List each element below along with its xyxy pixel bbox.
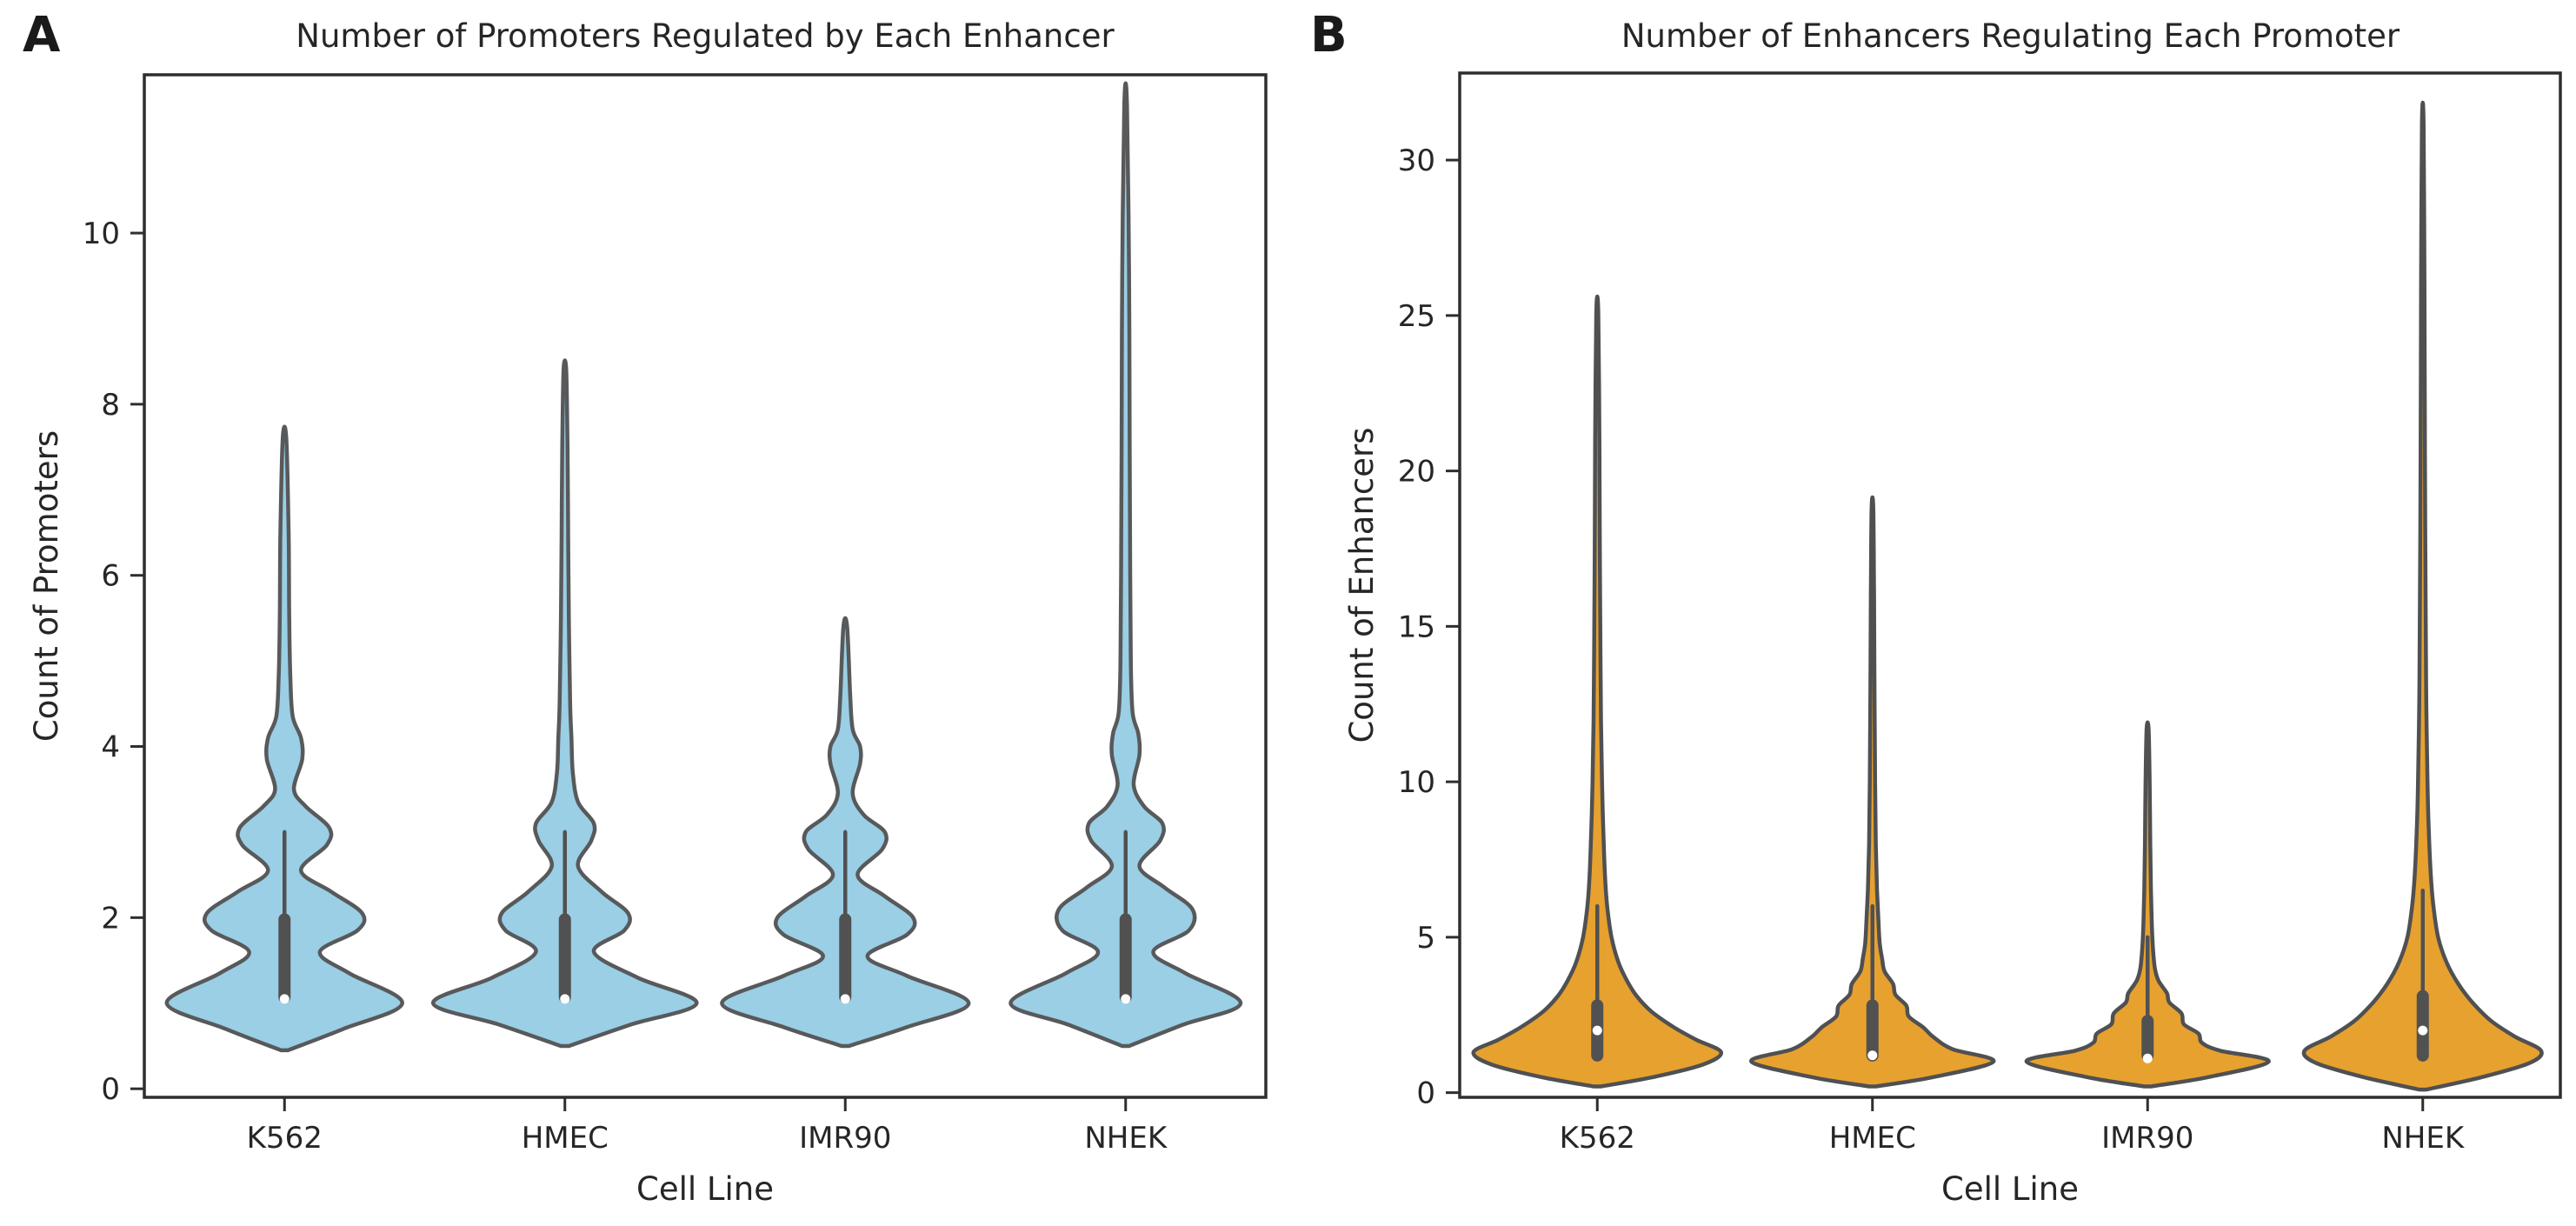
plot-frame [143,73,1268,1099]
box-imr90 [2141,1015,2154,1062]
panel-b-title: Number of Enhancers Regulating Each Prom… [1621,17,2400,55]
violin-hmec [430,358,699,1049]
box-nhek [1119,913,1132,1003]
median-dot-imr90 [2142,1053,2153,1063]
y-axis-label: Count of Promoters [28,430,65,742]
panel-a-letter: A [23,7,61,63]
violin-k562 [164,424,404,1053]
y-tick-label: 0 [1416,1076,1435,1111]
violin-imr90 [2024,720,2271,1089]
box-imr90 [839,913,852,1003]
x-tick-label: NHEK [2381,1121,2465,1156]
panel-b-letter: B [1310,7,1348,63]
panel-a: A Number of Promoters Regulated by Each … [23,7,1268,1208]
violin-k562 [1471,294,1723,1089]
y-tick-label: 10 [1398,765,1435,800]
y-tick-label: 0 [101,1072,120,1107]
y-tick-label: 5 [1416,921,1435,956]
y-tick-label: 8 [101,388,120,423]
y-axis-label: Count of Enhancers [1343,427,1381,743]
y-tick-label: 15 [1398,610,1435,644]
box-hmec [558,913,571,1003]
x-tick-label: HMEC [1829,1121,1916,1156]
median-dot-hmec [560,994,570,1004]
y-tick-label: 10 [83,217,120,251]
median-dot-hmec [1867,1050,1878,1061]
median-dot-imr90 [840,994,850,1004]
x-tick-label: NHEK [1084,1121,1168,1156]
box-k562 [278,913,291,1003]
violin-hmec [1749,495,1996,1089]
x-tick-label: HMEC [522,1121,609,1156]
violin-plot-enhancers: 0 5 10 15 20 25 30 K562 HMEC IMR90 NHEK Cell Line Co… [1343,71,2562,1208]
x-axis-label: Cell Line [1941,1170,2079,1208]
median-dot-nhek [2418,1025,2428,1036]
violin-nhek [2301,100,2544,1092]
y-tick-label: 2 [101,901,120,936]
plot-frame [1458,71,2562,1099]
median-dot-nhek [1121,994,1131,1004]
violin-nhek [1008,81,1243,1049]
box-hmec [1866,999,1879,1062]
y-tick-label: 20 [1398,455,1435,490]
x-tick-label: IMR90 [2101,1121,2193,1156]
y-tick-label: 25 [1398,299,1435,334]
y-tick-label: 30 [1398,143,1435,178]
panel-a-title: Number of Promoters Regulated by Each En… [296,17,1115,55]
x-tick-label: K562 [247,1121,323,1156]
y-tick-label: 6 [101,559,120,594]
y-tick-label: 4 [101,730,120,765]
x-tick-label: IMR90 [799,1121,891,1156]
median-dot-k562 [279,994,290,1004]
x-axis-label: Cell Line [636,1170,774,1208]
violin-plot-promoters: 0 2 4 6 8 10 K562 HMEC IMR90 NHEK Cell Line Count o… [28,73,1268,1208]
median-dot-k562 [1592,1025,1602,1036]
x-tick-label: K562 [1560,1121,1635,1156]
panel-b: B Number of Enhancers Regulating Each Pr… [1288,0,2575,1226]
